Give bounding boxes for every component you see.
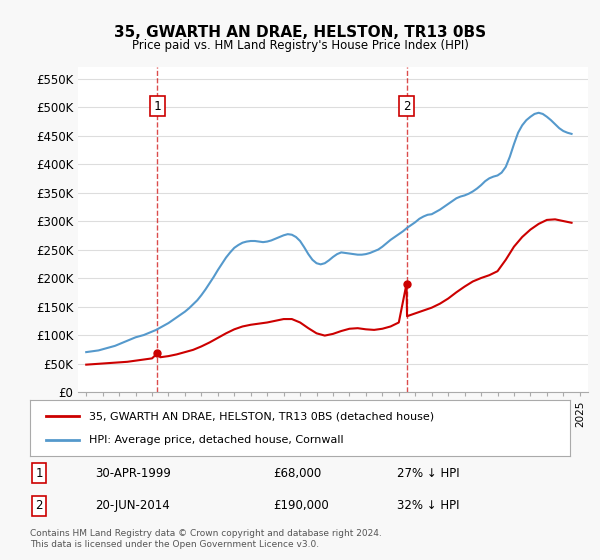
Text: 30-APR-1999: 30-APR-1999 (95, 467, 170, 480)
Text: Price paid vs. HM Land Registry's House Price Index (HPI): Price paid vs. HM Land Registry's House … (131, 39, 469, 52)
Text: 35, GWARTH AN DRAE, HELSTON, TR13 0BS (detached house): 35, GWARTH AN DRAE, HELSTON, TR13 0BS (d… (89, 411, 434, 421)
Text: £68,000: £68,000 (273, 467, 321, 480)
Text: 32% ↓ HPI: 32% ↓ HPI (397, 499, 460, 512)
Text: 35, GWARTH AN DRAE, HELSTON, TR13 0BS: 35, GWARTH AN DRAE, HELSTON, TR13 0BS (114, 25, 486, 40)
Text: Contains HM Land Registry data © Crown copyright and database right 2024.
This d: Contains HM Land Registry data © Crown c… (30, 529, 382, 549)
Text: HPI: Average price, detached house, Cornwall: HPI: Average price, detached house, Corn… (89, 435, 344, 445)
Text: 2: 2 (403, 100, 410, 113)
Text: 1: 1 (35, 467, 43, 480)
Text: 27% ↓ HPI: 27% ↓ HPI (397, 467, 460, 480)
Text: £190,000: £190,000 (273, 499, 329, 512)
Text: 1: 1 (154, 100, 161, 113)
Text: 20-JUN-2014: 20-JUN-2014 (95, 499, 170, 512)
Text: 2: 2 (35, 499, 43, 512)
